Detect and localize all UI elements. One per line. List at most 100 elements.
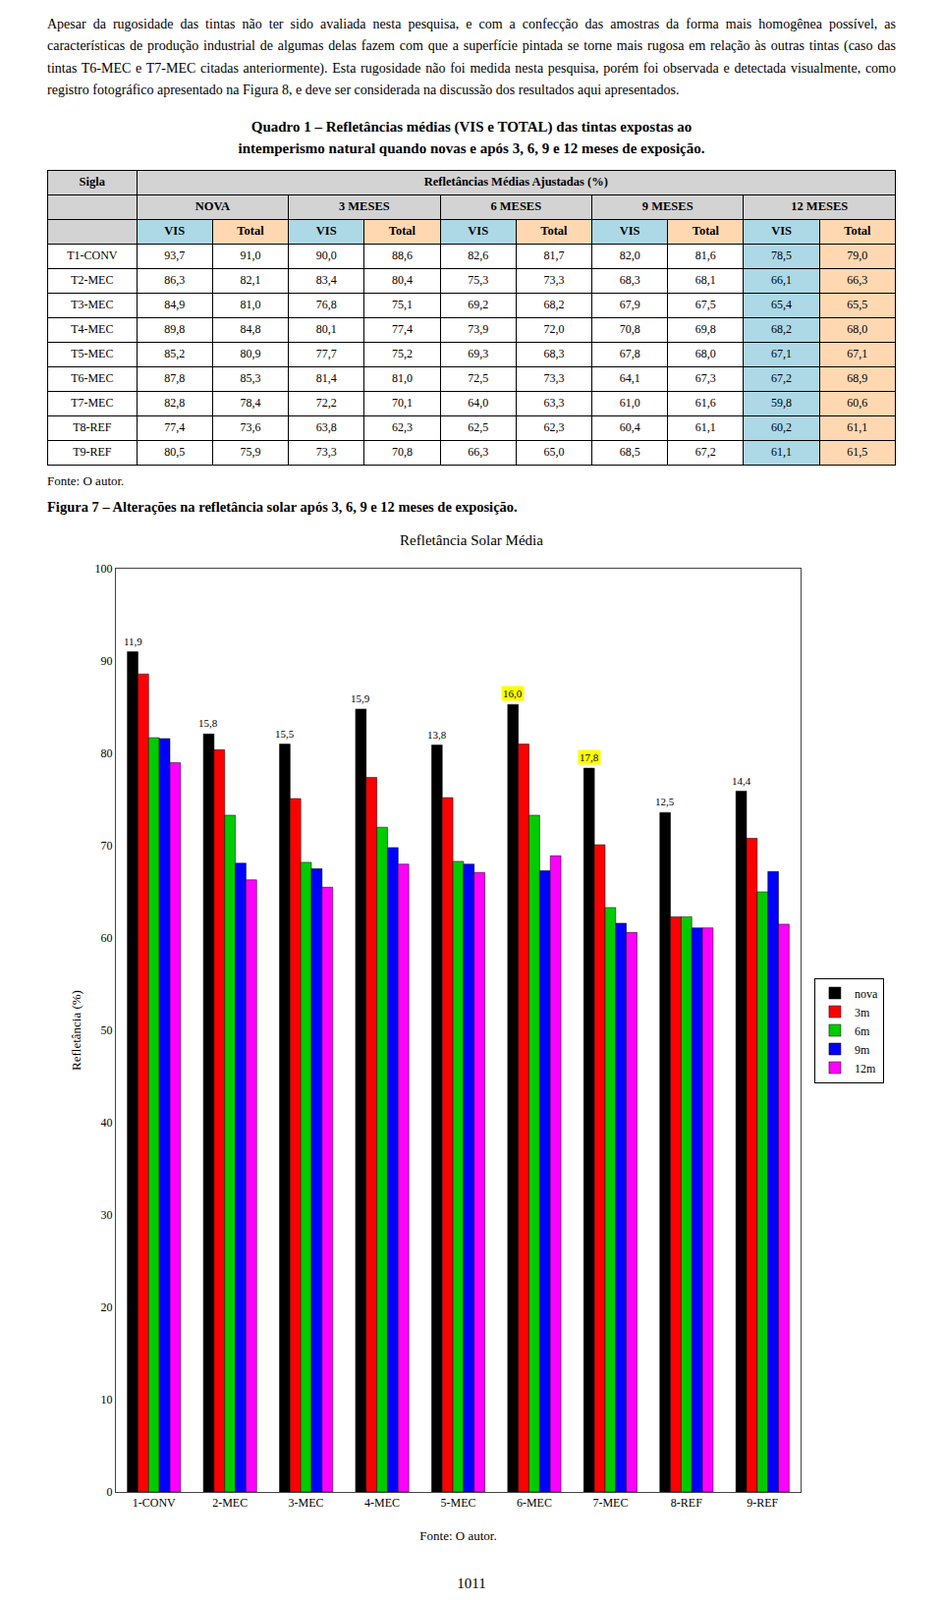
- html-text:89,8: 89,8: [164, 322, 185, 337]
- html-text:T3-MEC: T3-MEC: [70, 297, 114, 312]
- html-text:3 MESES: 3 MESES: [338, 199, 390, 214]
- svg-text:nova: nova: [854, 986, 879, 1000]
- html-text:NOVA: NOVA: [195, 199, 230, 214]
- svg-text:Fonte: O autor.: Fonte: O autor.: [419, 1528, 497, 1544]
- html-text:Apesar da rugosidade das tinta: Apesar da rugosidade das tintas não ter …: [47, 16, 896, 98]
- html-text:80,9: 80,9: [240, 346, 261, 361]
- html-text:73,3: 73,3: [543, 371, 565, 386]
- html-text:68,3: 68,3: [543, 346, 565, 361]
- html-text:84,9: 84,9: [164, 297, 185, 312]
- html-text:67,8: 67,8: [619, 346, 641, 361]
- svg-text:2-MEC: 2-MEC: [212, 1496, 248, 1510]
- svg-text:6m: 6m: [854, 1023, 871, 1038]
- html-text:77,7: 77,7: [316, 346, 337, 361]
- svg-text:12,5: 12,5: [655, 795, 675, 808]
- html-text:84,8: 84,8: [240, 322, 261, 337]
- html-text:T5-MEC: T5-MEC: [70, 346, 114, 361]
- svg-text:11,9: 11,9: [123, 635, 143, 648]
- html-text:69,3: 69,3: [467, 346, 489, 361]
- html-text:Figura 7 – Alterações na refle: Figura 7 – Alterações na refletância sol…: [47, 498, 518, 515]
- svg-text:6-MEC: 6-MEC: [516, 1496, 553, 1510]
- html-text:79,0: 79,0: [847, 248, 868, 263]
- svg-text:1-CONV: 1-CONV: [132, 1496, 176, 1510]
- svg-text:50: 50: [101, 1023, 113, 1038]
- svg-text:9m: 9m: [854, 1042, 871, 1056]
- html-text:91,0: 91,0: [240, 248, 261, 263]
- html-text:67,1: 67,1: [847, 346, 868, 361]
- svg-text:0: 0: [107, 1485, 113, 1499]
- html-text:87,8: 87,8: [164, 371, 185, 386]
- html-text:68,2: 68,2: [771, 322, 792, 337]
- html-text:Sigla: Sigla: [79, 174, 106, 189]
- html-text:67,9: 67,9: [619, 297, 641, 312]
- svg-text:Refletância Solar Média: Refletância Solar Média: [399, 532, 544, 549]
- html-text:81,0: 81,0: [391, 371, 413, 386]
- html-text:67,5: 67,5: [695, 297, 716, 312]
- svg-text:3m: 3m: [854, 1004, 871, 1019]
- svg-text:15,8: 15,8: [198, 717, 219, 729]
- html-text:75,1: 75,1: [391, 297, 413, 312]
- svg-text:Refletância (%): Refletância (%): [68, 990, 84, 1071]
- html-text:82,6: 82,6: [467, 248, 489, 263]
- html-text:T6-MEC: T6-MEC: [70, 371, 114, 386]
- html-text:65,5: 65,5: [847, 297, 868, 312]
- svg-text:30: 30: [101, 1208, 113, 1222]
- html-text:Refletâncias Médias Ajustadas: Refletâncias Médias Ajustadas (%): [424, 174, 608, 189]
- svg-text:80: 80: [101, 746, 113, 761]
- html-text:1011: 1011: [457, 1575, 486, 1592]
- html-text:68,0: 68,0: [695, 346, 716, 361]
- html-text:81,0: 81,0: [240, 297, 261, 312]
- html-text:78,5: 78,5: [771, 248, 792, 263]
- svg-text:15,9: 15,9: [350, 692, 371, 705]
- html-text:9 MESES: 9 MESES: [642, 199, 694, 214]
- svg-text:15,5: 15,5: [275, 727, 295, 740]
- svg-text:20: 20: [101, 1300, 113, 1315]
- svg-text:70: 70: [101, 838, 113, 853]
- html-text:intemperismo natural quando no: intemperismo natural quando novas e após…: [238, 140, 705, 157]
- html-text:67,1: 67,1: [771, 346, 792, 361]
- html-text:72,5: 72,5: [467, 371, 489, 386]
- html-text:68,0: 68,0: [847, 322, 868, 337]
- svg-text:13,8: 13,8: [427, 728, 447, 741]
- html-text:68,2: 68,2: [543, 297, 565, 312]
- svg-text:90: 90: [101, 654, 113, 668]
- svg-text:100: 100: [95, 561, 113, 576]
- html-text:81,7: 81,7: [543, 248, 565, 263]
- html-text:77,4: 77,4: [391, 322, 413, 337]
- html-text:93,7: 93,7: [164, 248, 185, 263]
- html-text:12 MESES: 12 MESES: [790, 199, 849, 214]
- html-text:85,3: 85,3: [240, 371, 261, 386]
- html-text:88,6: 88,6: [391, 248, 413, 263]
- svg-text:9-REF: 9-REF: [746, 1496, 778, 1510]
- html-text:69,8: 69,8: [695, 322, 716, 337]
- html-text:6 MESES: 6 MESES: [490, 199, 542, 214]
- html-text:82,0: 82,0: [619, 248, 641, 263]
- svg-text:4-MEC: 4-MEC: [364, 1496, 400, 1510]
- svg-text:8-REF: 8-REF: [670, 1496, 703, 1510]
- svg-text:14,4: 14,4: [731, 775, 752, 787]
- svg-text:5-MEC: 5-MEC: [441, 1496, 477, 1510]
- svg-text:3-MEC: 3-MEC: [288, 1496, 325, 1510]
- svg-text:16,0: 16,0: [502, 687, 523, 700]
- svg-text:60: 60: [101, 931, 113, 945]
- html-text:T1-CONV: T1-CONV: [66, 248, 118, 263]
- html-text:81,6: 81,6: [695, 248, 716, 263]
- html-text:70,8: 70,8: [619, 322, 641, 337]
- svg-text:17,8: 17,8: [579, 751, 600, 764]
- html-text:90,0: 90,0: [316, 248, 337, 263]
- svg-text:10: 10: [101, 1392, 113, 1407]
- html-text:80,1: 80,1: [316, 322, 337, 337]
- html-text:85,2: 85,2: [164, 346, 185, 361]
- html-text:75,2: 75,2: [391, 346, 413, 361]
- html-text:73,9: 73,9: [467, 322, 489, 337]
- svg-text:40: 40: [101, 1115, 113, 1130]
- html-text:81,4: 81,4: [316, 371, 337, 386]
- svg-text:12m: 12m: [854, 1060, 877, 1075]
- html-text:Quadro 1 – Refletâncias médias: Quadro 1 – Refletâncias médias (VIS e TO…: [251, 118, 692, 135]
- svg-text:7-MEC: 7-MEC: [592, 1496, 628, 1510]
- html-text:T4-MEC: T4-MEC: [70, 322, 114, 337]
- html-text:65,4: 65,4: [771, 297, 792, 312]
- html-text:69,2: 69,2: [467, 297, 489, 312]
- html-text:76,8: 76,8: [316, 297, 337, 312]
- html-text:72,0: 72,0: [543, 322, 565, 337]
